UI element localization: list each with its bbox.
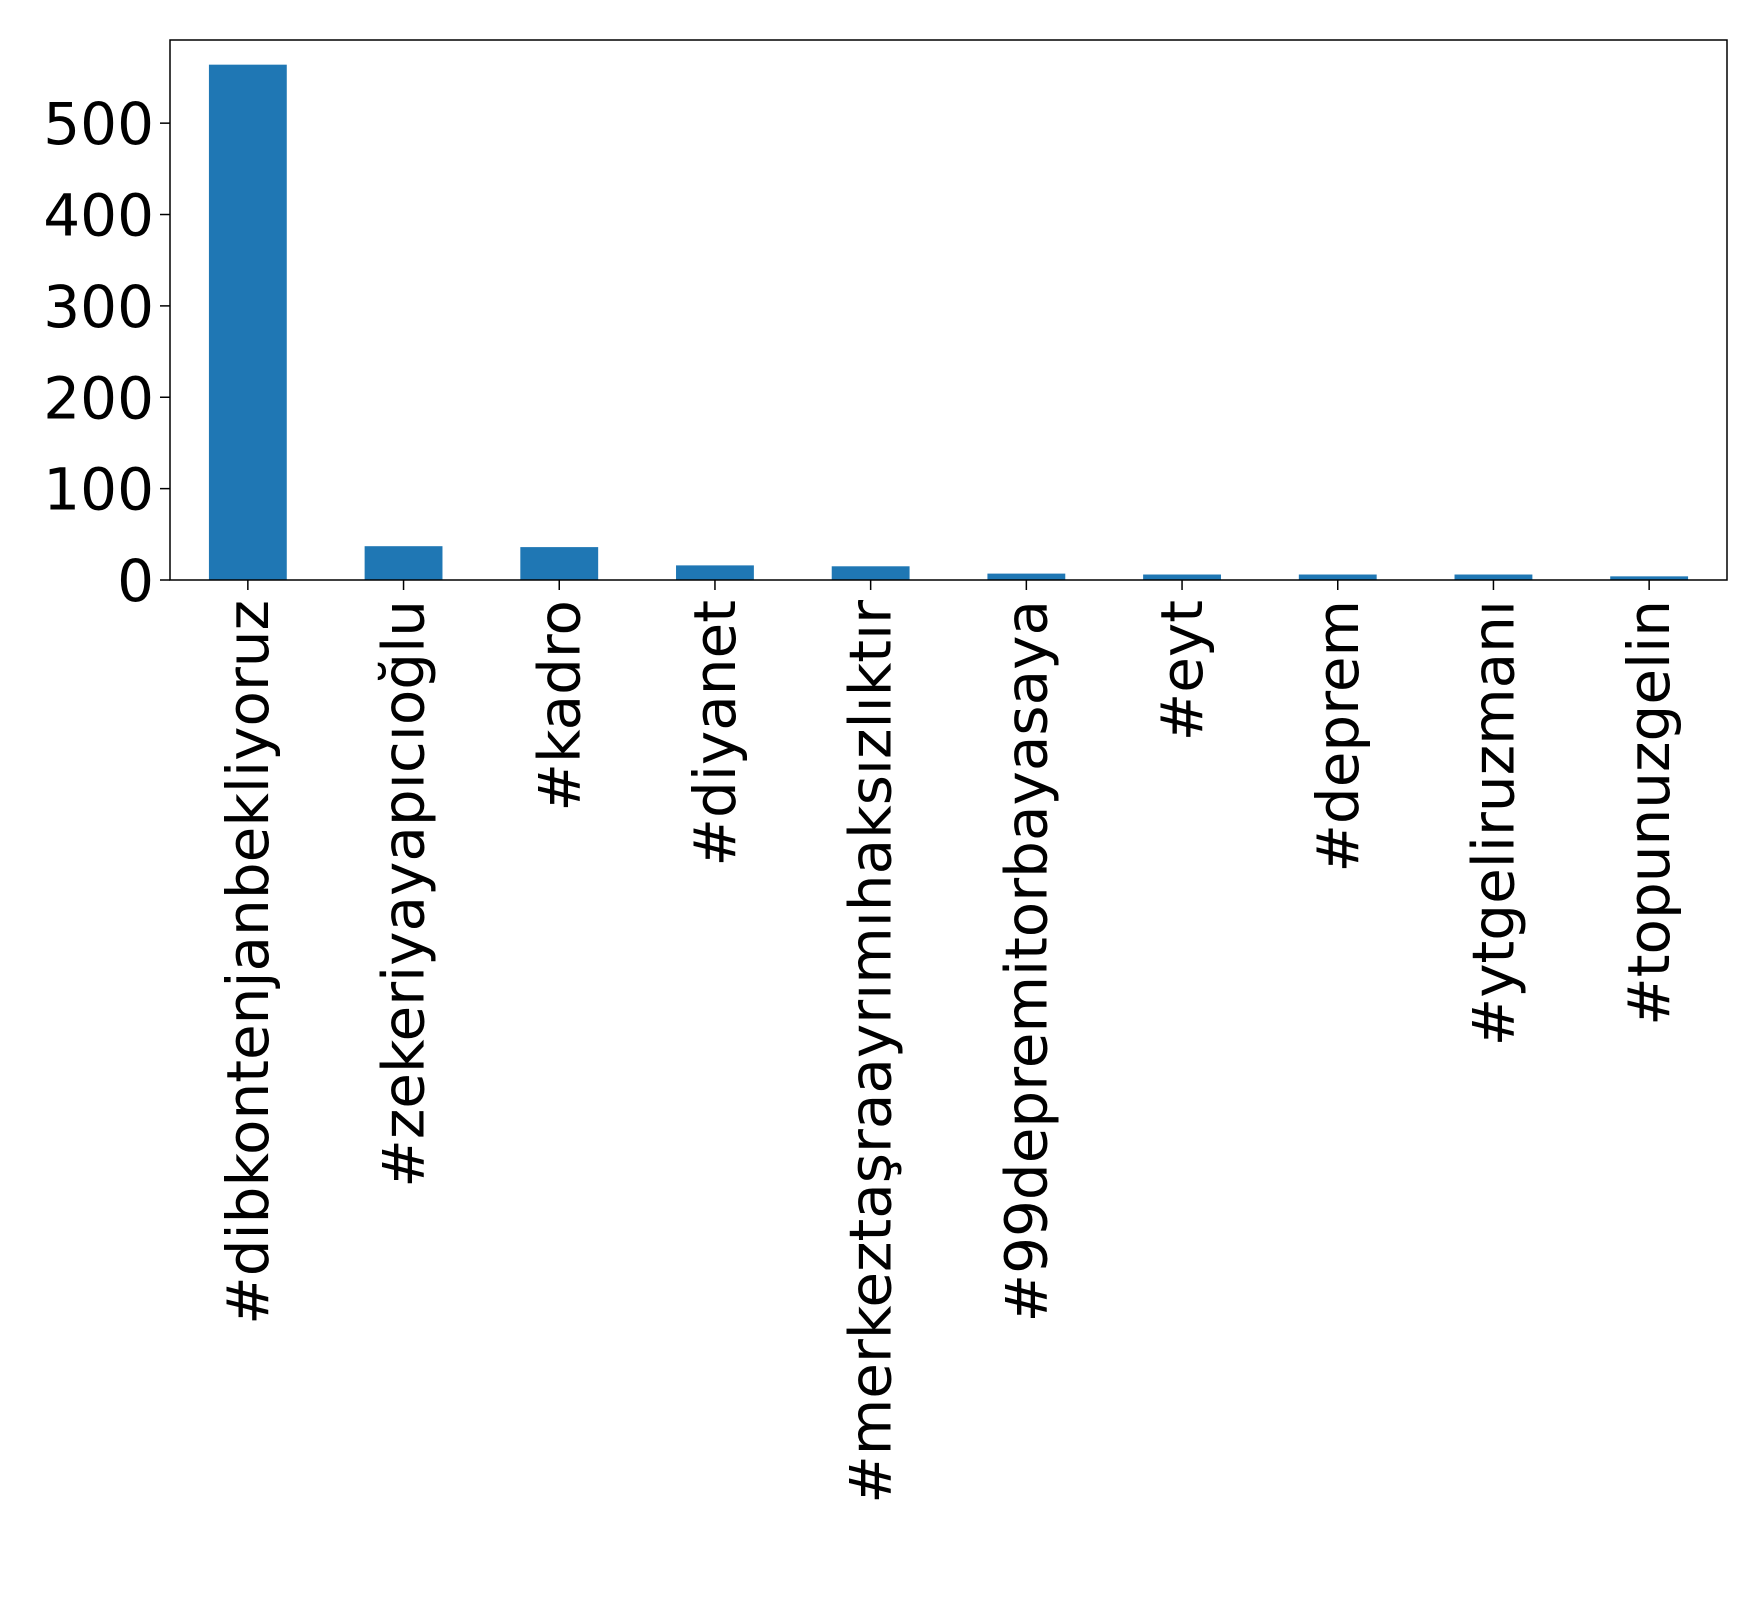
x-tick-label-5: #99depremitorbayasaya [992,600,1060,1323]
x-tick-label-4: #merkeztaşraayrımıhaksızlıktır [837,600,905,1504]
y-tick-label-1: 100 [43,456,154,524]
bar-0 [208,64,287,581]
x-axis: #dibkontenjanbekliyoruz #zekeriyayapıcıoğ… [214,580,1683,1504]
x-tick-label-0: #dibkontenjanbekliyoruz [214,600,282,1325]
bar-6 [1143,574,1221,580]
x-tick-label-6: #eyt [1148,600,1216,741]
plot-frame [169,39,1728,581]
bar-4 [831,566,910,580]
y-tick-label-5: 500 [43,90,154,158]
bar-3 [676,565,754,580]
x-tick-label-7: #deprem [1304,600,1372,873]
x-tick-label-1: #zekeriyayapıcıoğlu [370,600,438,1188]
bar-8 [1454,574,1533,580]
bars-group [208,64,1689,581]
bar-2 [520,547,599,580]
x-tick-label-3: #diyanet [681,600,749,867]
y-tick-label-2: 200 [43,364,154,432]
x-tick-label-2: #kadro [525,600,593,812]
y-tick-label-4: 400 [43,182,154,250]
bar-7 [1298,574,1377,580]
y-tick-label-3: 300 [43,273,154,341]
y-tick-label-0: 0 [117,547,154,615]
bar-9 [1610,576,1689,580]
bar-1 [364,546,443,580]
x-tick-label-8: #ytgeliruzmanı [1459,600,1527,1046]
bar-5 [987,573,1066,580]
y-axis: 0 100 200 300 400 500 [43,90,170,615]
x-tick-label-9: #topunuzgelin [1615,600,1683,1026]
